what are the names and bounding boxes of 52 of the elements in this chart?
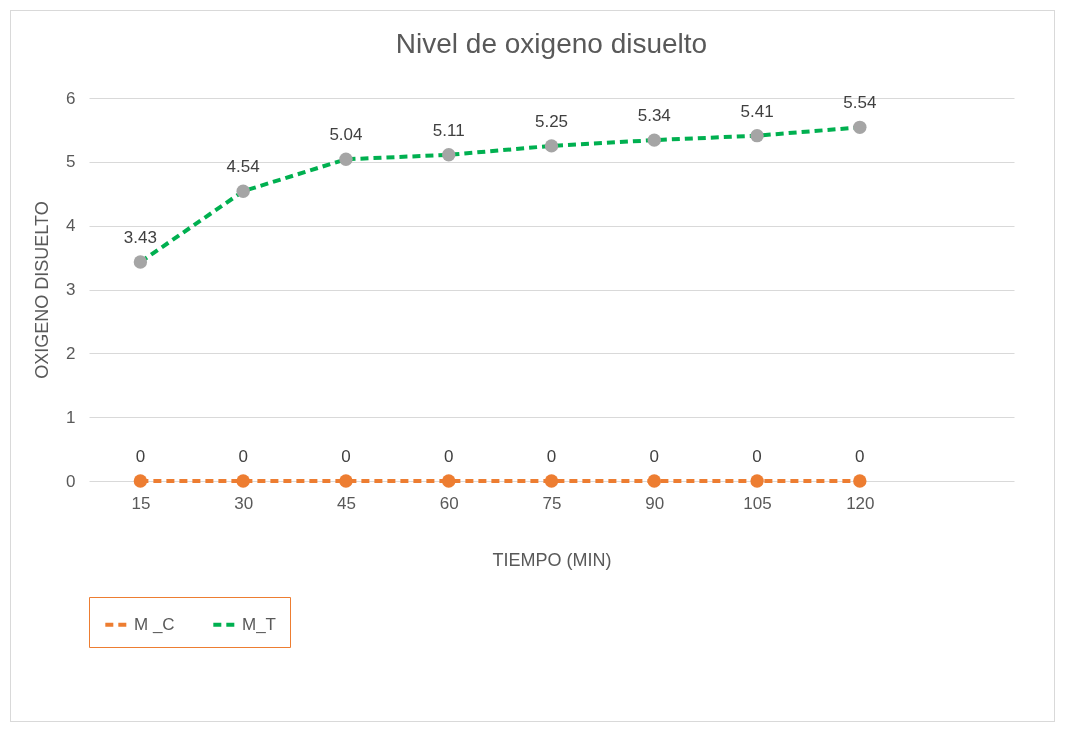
x-axis-title: TIEMPO (MIN) xyxy=(492,549,612,570)
chart-title: Nivel de oxigeno disuelto xyxy=(395,28,708,59)
data-label: 3.43 xyxy=(123,228,157,248)
x-tick-label: 15 xyxy=(131,493,151,513)
data-label: 0 xyxy=(855,447,865,466)
y-tick-label: 5 xyxy=(66,152,76,172)
data-label: 5.11 xyxy=(432,120,465,140)
data-label: 0 xyxy=(443,447,454,466)
point xyxy=(236,184,250,198)
point xyxy=(442,148,456,162)
point xyxy=(750,474,764,488)
point xyxy=(544,139,559,153)
data-label: 5.34 xyxy=(637,106,671,126)
y-tick-label: 4 xyxy=(66,216,76,236)
point xyxy=(647,474,661,488)
point xyxy=(133,255,148,269)
point xyxy=(853,474,867,488)
legend-label: M_T xyxy=(242,614,276,634)
point xyxy=(647,133,661,147)
x-tick-label: 30 xyxy=(234,493,254,513)
data-label: 0 xyxy=(546,447,557,466)
x-tick-label: 45 xyxy=(336,493,356,513)
point xyxy=(236,474,250,488)
x-tick-label: 60 xyxy=(439,493,459,513)
point xyxy=(853,120,867,135)
data-label: 5.04 xyxy=(329,125,363,145)
x-tick-label: 105 xyxy=(743,493,772,513)
y-tick-label: 2 xyxy=(66,343,76,363)
data-label: 5.25 xyxy=(534,111,569,131)
data-label: 5.41 xyxy=(740,101,774,121)
point xyxy=(339,152,353,166)
data-label: 0 xyxy=(341,447,351,466)
y-axis-title: OXIGENO DISUELTO xyxy=(32,201,53,379)
y-tick-label: 3 xyxy=(66,280,76,299)
data-label: 4.54 xyxy=(226,157,260,177)
data-label: 0 xyxy=(752,447,762,466)
y-tick-label: 6 xyxy=(66,88,76,108)
point xyxy=(339,474,353,488)
legend-label: M _C xyxy=(134,614,175,634)
x-tick-label: 75 xyxy=(542,493,562,513)
point xyxy=(544,474,559,488)
point xyxy=(133,474,148,488)
x-tick-label: 90 xyxy=(645,493,665,513)
x-tick-label: 120 xyxy=(846,493,875,513)
data-label: 0 xyxy=(135,447,146,466)
point xyxy=(442,474,456,488)
data-label: 5.54 xyxy=(843,93,877,113)
data-label: 0 xyxy=(649,447,660,466)
point xyxy=(750,128,764,143)
y-tick-label: 1 xyxy=(66,407,76,427)
data-label: 0 xyxy=(238,447,248,466)
y-tick-label: 0 xyxy=(66,471,76,491)
